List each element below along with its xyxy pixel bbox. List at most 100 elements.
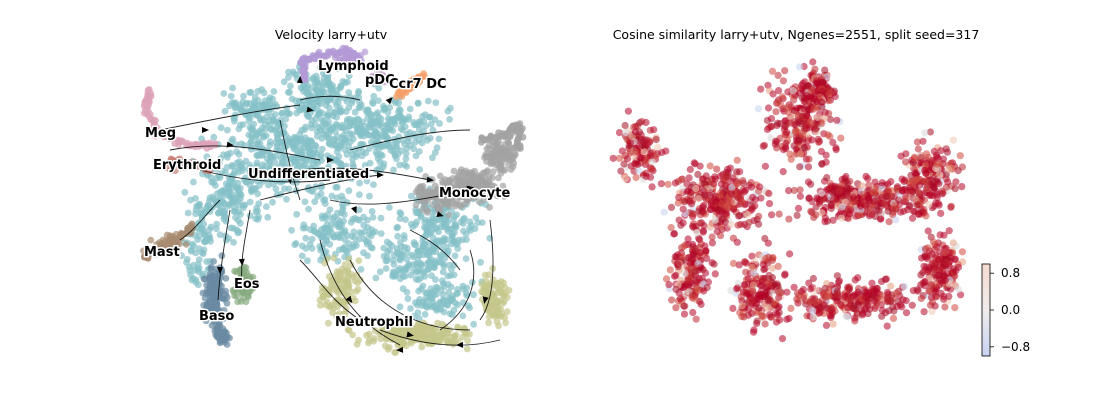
cell-point (325, 104, 333, 112)
cell-point (774, 282, 782, 290)
velocity-arrowhead (466, 185, 474, 192)
cell-point (795, 112, 803, 120)
cell-point (951, 185, 959, 193)
cell-point (761, 265, 769, 273)
cell-point (242, 264, 250, 271)
cell-point (415, 287, 422, 295)
cell-point (386, 240, 393, 248)
cell-point (793, 211, 801, 219)
cell-point (498, 289, 506, 296)
cell-point (341, 278, 349, 285)
velocity-arrowhead (217, 266, 224, 274)
cell-point (302, 123, 309, 131)
cell-point (818, 160, 826, 168)
cell-point (665, 281, 673, 289)
cell-point (286, 110, 293, 117)
cell-point (263, 113, 270, 121)
cell-point (200, 275, 208, 283)
cell-point (203, 311, 211, 319)
cell-point (835, 277, 844, 285)
cell-point (710, 180, 718, 188)
cell-point (238, 140, 245, 148)
cell-point (793, 295, 801, 303)
cell-point (885, 218, 893, 226)
cell-point (296, 130, 304, 138)
cell-point (908, 301, 916, 309)
cell-point (384, 108, 392, 116)
cell-point (889, 314, 898, 322)
cell-point (369, 214, 377, 221)
cell-point (821, 218, 829, 226)
cell-point (804, 163, 813, 171)
cell-point (219, 328, 227, 336)
cell-point (418, 302, 426, 309)
cell-point (755, 212, 763, 220)
cell-point (708, 239, 717, 247)
cell-point (401, 243, 409, 251)
cell-point (368, 208, 376, 215)
cell-point (152, 132, 159, 140)
cell-point (334, 58, 342, 66)
cell-point (677, 176, 685, 184)
cell-point (817, 147, 826, 156)
cell-point (308, 235, 316, 243)
cell-point (417, 330, 425, 338)
velocity-cell-points (140, 44, 527, 356)
cell-point (787, 119, 795, 127)
cell-point (398, 254, 405, 261)
cell-point (812, 298, 820, 306)
cell-point (761, 254, 770, 263)
cell-point (360, 235, 368, 243)
cell-point (847, 185, 855, 193)
cell-point (357, 140, 365, 148)
cell-point (228, 172, 236, 180)
cell-point (410, 119, 418, 126)
cell-point (304, 257, 311, 265)
cell-point (491, 146, 498, 153)
cell-point (884, 207, 892, 215)
cell-point (926, 128, 935, 136)
cell-point (308, 245, 316, 252)
cell-point (925, 200, 933, 209)
velocity-streamline (409, 229, 461, 271)
cell-point (427, 256, 435, 264)
cell-point (201, 237, 209, 245)
velocity-arrowhead (238, 258, 245, 266)
cell-point (281, 185, 288, 193)
cell-point (402, 216, 409, 224)
cell-point (402, 150, 410, 158)
cell-point (409, 253, 417, 261)
cell-point (271, 100, 279, 108)
cell-point (689, 308, 697, 317)
velocity-streamline (217, 209, 231, 301)
cell-point (242, 157, 250, 165)
cell-point (685, 174, 693, 182)
cell-point (415, 276, 422, 284)
cell-point (262, 103, 270, 111)
cell-point (396, 265, 404, 272)
cell-point (930, 147, 938, 155)
cell-point (477, 258, 484, 266)
cell-point (805, 279, 813, 287)
cell-point (254, 177, 261, 185)
cell-point (418, 343, 426, 351)
cell-point (862, 172, 870, 180)
cell-point (480, 196, 488, 204)
cell-point (684, 187, 692, 195)
cell-point (829, 320, 837, 328)
cell-point (812, 203, 820, 211)
cell-point (835, 187, 843, 195)
cell-point (274, 119, 281, 127)
cell-point (781, 271, 789, 279)
cell-point (861, 293, 869, 301)
cell-point (764, 279, 773, 287)
cell-point (440, 263, 448, 270)
velocity-streamline (329, 189, 471, 205)
cell-point (252, 144, 259, 152)
cell-point (706, 162, 714, 170)
cell-point (368, 318, 376, 326)
cell-point (765, 189, 773, 198)
cell-point (292, 141, 299, 149)
cell-point (450, 332, 458, 340)
cell-point (403, 342, 410, 350)
